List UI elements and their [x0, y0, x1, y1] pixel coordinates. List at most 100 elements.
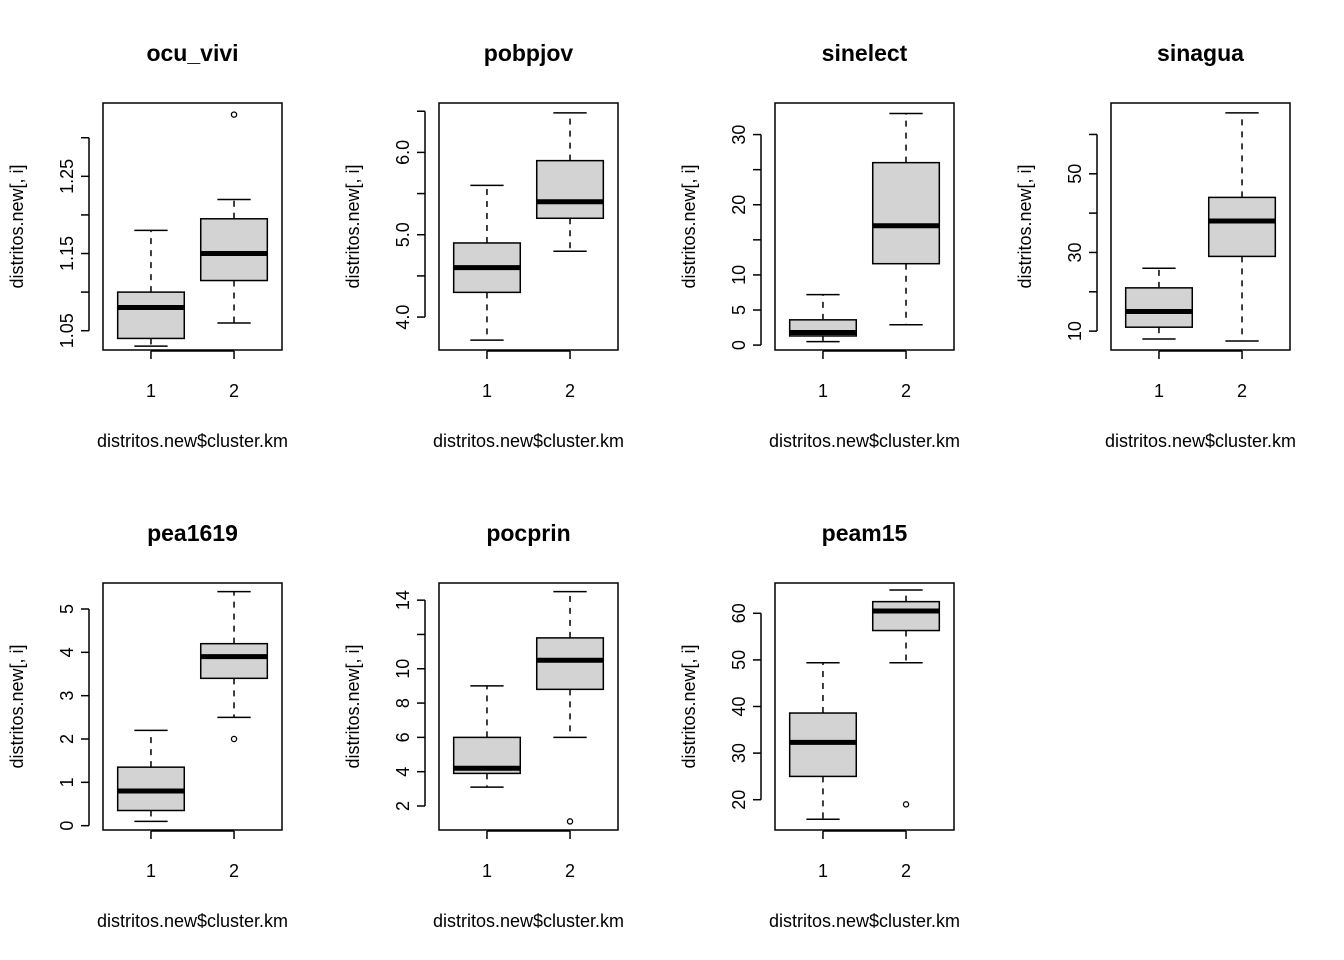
panel-ocu_vivi: ocu_vivi 1.05 1.15 1.25 distritos.new[, i] 1 2…: [7, 40, 288, 451]
x-tick-label: 1: [146, 861, 156, 881]
x-axis-title: distritos.new$cluster.km: [433, 431, 624, 451]
box-group-2: [873, 114, 940, 325]
box-iqr: [1126, 288, 1193, 327]
box-group-2: [537, 592, 604, 824]
box-iqr: [1209, 197, 1276, 256]
x-axis-title: distritos.new$cluster.km: [97, 911, 288, 931]
x-axis-title: distritos.new$cluster.km: [433, 911, 624, 931]
outlier-point: [567, 819, 572, 824]
y-tick-label: 30: [729, 125, 749, 145]
y-axis-title: distritos.new[, i]: [7, 644, 27, 768]
x-tick-label: 2: [229, 861, 239, 881]
y-tick-label: 4: [393, 767, 413, 777]
box-group-1: [790, 295, 857, 342]
x-tick-label: 1: [482, 381, 492, 401]
panel-sinagua: sinagua 10 30 50 distritos.new[, i] 1 2 distrit…: [1015, 40, 1296, 451]
x-axis-title: distritos.new$cluster.km: [769, 911, 960, 931]
y-tick-label: 30: [1065, 242, 1085, 262]
box-group-2: [1209, 113, 1276, 341]
x-axis-title: distritos.new$cluster.km: [769, 431, 960, 451]
plot-frame: [439, 103, 618, 350]
y-axis-title: distritos.new[, i]: [343, 164, 363, 288]
plot-frame: [439, 583, 618, 830]
panel-peam15: peam15 20 30 40 50 60 distritos.new[, i] 1 2 dist…: [679, 520, 960, 931]
x-tick-label: 1: [146, 381, 156, 401]
y-tick-label: 14: [393, 590, 413, 610]
y-tick-label: 2: [57, 734, 77, 744]
outlier-point: [231, 112, 236, 117]
y-tick-label: 4.0: [393, 305, 413, 330]
panel-title: peam15: [822, 520, 908, 546]
y-tick-label: 5.0: [393, 222, 413, 247]
y-axis-title: distritos.new[, i]: [343, 644, 363, 768]
y-tick-label: 0: [57, 821, 77, 831]
x-tick-label: 2: [901, 861, 911, 881]
x-tick-label: 2: [565, 861, 575, 881]
panel-title: sinagua: [1157, 40, 1244, 66]
y-tick-label: 1.15: [57, 236, 77, 271]
box-group-1: [790, 663, 857, 820]
box-group-2: [201, 592, 268, 742]
panel-title: pea1619: [147, 520, 238, 546]
y-tick-label: 1: [57, 777, 77, 787]
outlier-point: [903, 802, 908, 807]
x-tick-label: 1: [818, 381, 828, 401]
y-tick-label: 20: [729, 790, 749, 810]
box-group-2: [537, 113, 604, 251]
box-group-2: [873, 590, 940, 807]
y-axis-title: distritos.new[, i]: [1015, 164, 1035, 288]
x-tick-label: 1: [818, 861, 828, 881]
y-axis-title: distritos.new[, i]: [679, 644, 699, 768]
y-axis-title: distritos.new[, i]: [7, 164, 27, 288]
y-tick-label: 1.05: [57, 313, 77, 348]
x-tick-label: 2: [1237, 381, 1247, 401]
panel-title: pocprin: [486, 520, 570, 546]
box-group-1: [1126, 268, 1193, 339]
panel-title: ocu_vivi: [146, 40, 238, 66]
panel-title: sinelect: [822, 40, 908, 66]
y-tick-label: 4: [57, 647, 77, 657]
box-group-1: [118, 730, 185, 821]
y-tick-label: 5: [57, 604, 77, 614]
box-group-1: [454, 686, 521, 787]
panel-sinelect: sinelect 0 5 10 20 30 distritos.new[, i] 1 2 dist…: [679, 40, 960, 451]
box-iqr: [873, 163, 940, 264]
y-tick-label: 2: [393, 801, 413, 811]
panel-pocprin: pocprin 2 4 6 8 10 14 distritos.new[, i] 1 2 distr…: [343, 520, 624, 931]
x-axis-title: distritos.new$cluster.km: [97, 431, 288, 451]
y-tick-label: 10: [393, 659, 413, 679]
box-iqr: [201, 644, 268, 679]
y-tick-label: 6.0: [393, 140, 413, 165]
y-axis-title: distritos.new[, i]: [679, 164, 699, 288]
box-group-2: [201, 112, 268, 323]
y-tick-label: 30: [729, 743, 749, 763]
panel-title: pobpjov: [484, 40, 574, 66]
box-iqr: [537, 638, 604, 689]
y-tick-label: 50: [1065, 164, 1085, 184]
box-iqr: [201, 219, 268, 281]
y-tick-label: 5: [729, 305, 749, 315]
x-axis-title: distritos.new$cluster.km: [1105, 431, 1296, 451]
x-tick-label: 2: [901, 381, 911, 401]
panel-pobpjov: pobpjov 4.0 5.0 6.0 distritos.new[, i] 1 2 dist…: [343, 40, 624, 451]
box-iqr: [873, 602, 940, 631]
x-tick-label: 1: [482, 861, 492, 881]
panel-pea1619: pea1619 0 1 2 3 4 5 distritos.new[, i] 1 2 distrit…: [7, 520, 288, 931]
y-tick-label: 3: [57, 691, 77, 701]
y-tick-label: 8: [393, 698, 413, 708]
y-tick-label: 6: [393, 732, 413, 742]
outlier-point: [231, 736, 236, 741]
y-tick-label: 50: [729, 650, 749, 670]
y-tick-label: 60: [729, 603, 749, 623]
box-group-1: [118, 230, 185, 346]
y-tick-label: 40: [729, 696, 749, 716]
x-tick-label: 2: [229, 381, 239, 401]
y-tick-label: 10: [1065, 321, 1085, 341]
x-tick-label: 1: [1154, 381, 1164, 401]
y-tick-label: 0: [729, 340, 749, 350]
box-iqr: [118, 292, 185, 338]
box-group-1: [454, 185, 521, 340]
y-tick-label: 20: [729, 195, 749, 215]
box-iqr: [537, 161, 604, 219]
